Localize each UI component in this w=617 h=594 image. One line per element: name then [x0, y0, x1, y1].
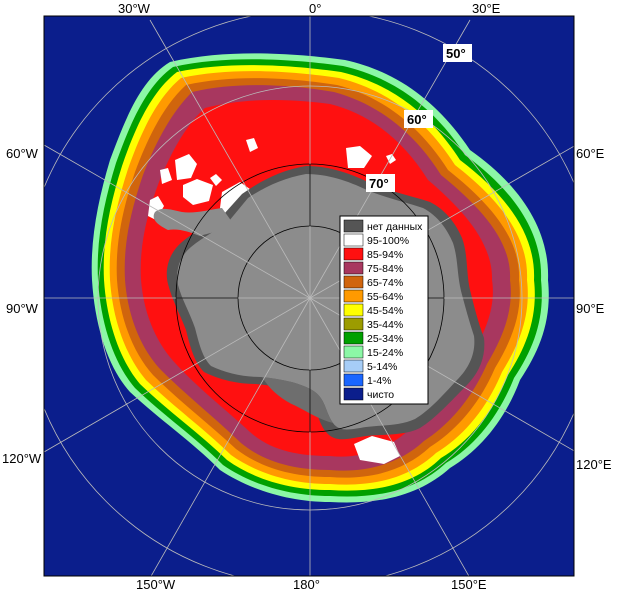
legend-label-2: 85-94%: [367, 249, 403, 261]
ross-ice-shelf: [262, 377, 333, 423]
legend-swatch-7: [343, 317, 364, 331]
lat-label-60: 60°: [407, 112, 427, 127]
latitude-labels: 50° 60° 70°: [366, 44, 472, 192]
lat-label-60-box: [404, 110, 433, 128]
legend-label-4: 65-74%: [367, 277, 403, 289]
lon-label-60e: 60°E: [576, 146, 605, 161]
lon-label-180: 180°: [293, 577, 320, 592]
legend-swatch-12: [343, 387, 364, 401]
legend-swatch-5: [343, 289, 364, 303]
legend: нет данных 95-100% 85-94% 75-84% 65-74% 55-64…: [339, 215, 429, 405]
legend-label-11: 1-4%: [367, 375, 392, 387]
legend-swatch-3: [343, 261, 364, 275]
lon-label-90e: 90°E: [576, 301, 605, 316]
lon-label-30w-top: 30°W: [118, 1, 151, 16]
legend-label-8: 25-34%: [367, 333, 403, 345]
lon-label-0-top: 0°: [309, 1, 321, 16]
lon-label-150e: 150°E: [451, 577, 487, 592]
legend-label-10: 5-14%: [367, 361, 397, 373]
lat-label-70: 70°: [369, 176, 389, 191]
lon-label-60w: 60°W: [6, 146, 39, 161]
lon-label-90w: 90°W: [6, 301, 39, 316]
legend-label-9: 15-24%: [367, 347, 403, 359]
lat-label-50: 50°: [446, 46, 466, 61]
legend-swatch-11: [343, 373, 364, 387]
legend-label-6: 45-54%: [367, 305, 403, 317]
legend-swatch-2: [343, 247, 364, 261]
antarctic-peninsula: [153, 208, 232, 236]
legend-swatch-10: [343, 359, 364, 373]
legend-label-5: 55-64%: [367, 291, 403, 303]
legend-swatch-6: [343, 303, 364, 317]
legend-label-3: 75-84%: [367, 263, 403, 275]
legend-swatch-1: [343, 233, 364, 247]
legend-swatch-4: [343, 275, 364, 289]
legend-swatch-9: [343, 345, 364, 359]
lon-label-30e-top: 30°E: [472, 1, 501, 16]
legend-label-0: нет данных: [367, 221, 423, 233]
lat-label-50-box: [443, 44, 472, 62]
lon-label-120e: 120°E: [576, 457, 612, 472]
legend-label-1: 95-100%: [367, 235, 409, 247]
lon-label-120w: 120°W: [2, 451, 42, 466]
lon-label-150w: 150°W: [136, 577, 176, 592]
legend-label-12: чисто: [367, 389, 394, 401]
lat-label-70-box: [366, 174, 395, 192]
map-frame: [43, 15, 575, 577]
legend-swatch-0: [343, 219, 364, 233]
legend-swatch-8: [343, 331, 364, 345]
legend-label-7: 35-44%: [367, 319, 403, 331]
